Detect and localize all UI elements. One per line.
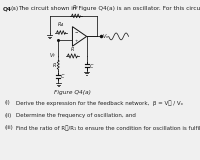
Text: $+$: $+$ [74,37,79,44]
Text: (i): (i) [5,100,11,105]
Text: Find the ratio of R₟/R₁ to ensure the condition for oscillation is fulfilled.: Find the ratio of R₟/R₁ to ensure the co… [16,125,200,131]
Text: Determine the frequency of oscillation, and: Determine the frequency of oscillation, … [16,113,135,118]
Text: (a): (a) [11,6,19,11]
Text: Q4: Q4 [3,6,12,11]
Text: $C$: $C$ [60,72,66,80]
Text: $-$: $-$ [74,30,79,34]
Text: $R$: $R$ [52,61,57,69]
Text: $V_o$: $V_o$ [102,32,110,41]
Text: $R$: $R$ [70,44,75,52]
Text: $R_A$: $R_A$ [57,20,65,29]
Text: $R_F$: $R_F$ [72,4,80,12]
Text: $C$: $C$ [89,62,94,70]
Text: (ii): (ii) [5,113,12,118]
Text: $V_F$: $V_F$ [49,52,57,60]
Text: The circuit shown in Figure Q4(a) is an oscillator. For this circuit:: The circuit shown in Figure Q4(a) is an … [18,6,200,11]
Text: (iii): (iii) [5,125,14,130]
Text: Figure Q4(a): Figure Q4(a) [54,90,91,95]
Text: Derive the expression for the feedback network,  β = V₟ / Vₒ: Derive the expression for the feedback n… [16,100,183,106]
